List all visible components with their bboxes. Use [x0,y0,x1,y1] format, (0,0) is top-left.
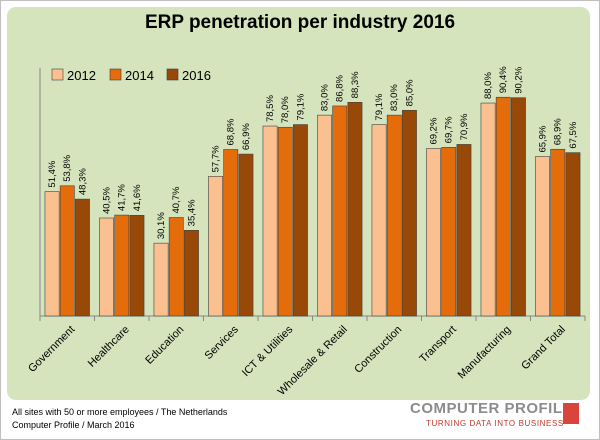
data-label: 90,2% [513,66,524,93]
bar-2014 [550,148,566,317]
legend-label-2012: 2012 [67,68,96,83]
category-label: Healthcare [86,324,132,370]
data-label: 79,1% [374,93,385,120]
data-label: 35,4% [186,199,197,226]
bar-2012 [317,114,332,317]
data-label: 66,9% [241,123,252,150]
bar-2014 [114,214,130,317]
data-label: 86,8% [335,74,346,101]
data-label: 83,0% [320,84,331,111]
bar-2012 [371,124,387,317]
category-label: ICT & Utilities [240,323,296,379]
data-label: 68,8% [226,118,237,145]
bar-2016 [347,102,363,317]
data-label: 40,5% [102,187,113,214]
data-label: 83,0% [389,84,400,111]
computer-profile-logo: COMPUTER PROFILE TURNING DATA INTO BUSIN… [410,400,580,430]
category-label: Government [26,324,77,375]
bar-2016 [402,110,417,317]
bar-2016 [565,152,581,317]
category-label: Manufacturing [456,324,514,382]
logo-mark-icon [563,403,579,424]
logo-name: COMPUTER PROFILE [410,400,574,417]
data-label: 88,3% [350,71,361,98]
bar-2012 [99,217,114,317]
category-label: Education [143,324,186,367]
bar-2016 [511,97,526,317]
data-label: 68,9% [553,118,564,145]
bar-2014 [495,96,511,317]
legend-swatch-2016 [166,68,179,81]
footnote-scope: All sites with 50 or more employees / Th… [12,407,228,417]
bar-2014 [277,126,293,317]
bar-2016 [75,198,90,317]
legend-label-2014: 2014 [125,68,154,83]
data-label: 78,0% [280,96,291,123]
data-label: 53,8% [62,154,73,181]
data-label: 70,9% [459,113,470,140]
bar-2014 [441,147,457,317]
bar-2016 [129,215,145,317]
bar-2014 [168,217,184,317]
bar-2014 [59,185,75,317]
category-label: Construction [352,324,404,376]
bar-2012 [262,125,278,317]
legend-swatch-2012 [51,68,64,81]
bar-2012 [480,102,496,317]
data-label: 85,0% [404,79,415,106]
data-label: 88,0% [483,72,494,99]
legend-label-2016: 2016 [182,68,211,83]
data-label: 69,7% [444,116,455,143]
data-label: 40,7% [171,186,182,213]
footnote-source: Computer Profile / March 2016 [12,420,135,430]
bar-2014 [223,149,239,317]
bar-2012 [535,156,550,317]
data-label: 41,7% [117,184,128,211]
bar-2014 [332,105,348,317]
legend-swatch-2014 [109,68,122,81]
data-label: 78,5% [265,95,276,122]
data-label: 57,7% [211,145,222,172]
bar-2016 [238,153,254,317]
data-label: 65,9% [538,125,549,152]
data-label: 69,2% [429,117,440,144]
bar-2012 [44,191,60,317]
data-label: 41,6% [132,184,143,211]
category-label: Grand Total [519,324,568,373]
chart-title: ERP penetration per industry 2016 [144,12,456,33]
bar-2012 [208,176,223,317]
bar-2016 [293,124,308,317]
bar-2016 [184,230,199,317]
data-label: 67,5% [568,121,579,148]
bar-2012 [153,242,169,317]
data-label: 51,4% [47,160,58,187]
category-label: Transport [417,324,458,365]
data-label: 90,4% [498,66,509,93]
bar-2012 [426,148,441,317]
data-label: 79,1% [295,93,306,120]
category-label: Services [203,323,242,362]
logo-tagline: TURNING DATA INTO BUSINESS [426,419,564,428]
data-label: 30,1% [156,212,167,239]
data-label: 48,3% [77,168,88,195]
bar-2014 [386,114,402,317]
bar-2016 [456,144,472,317]
